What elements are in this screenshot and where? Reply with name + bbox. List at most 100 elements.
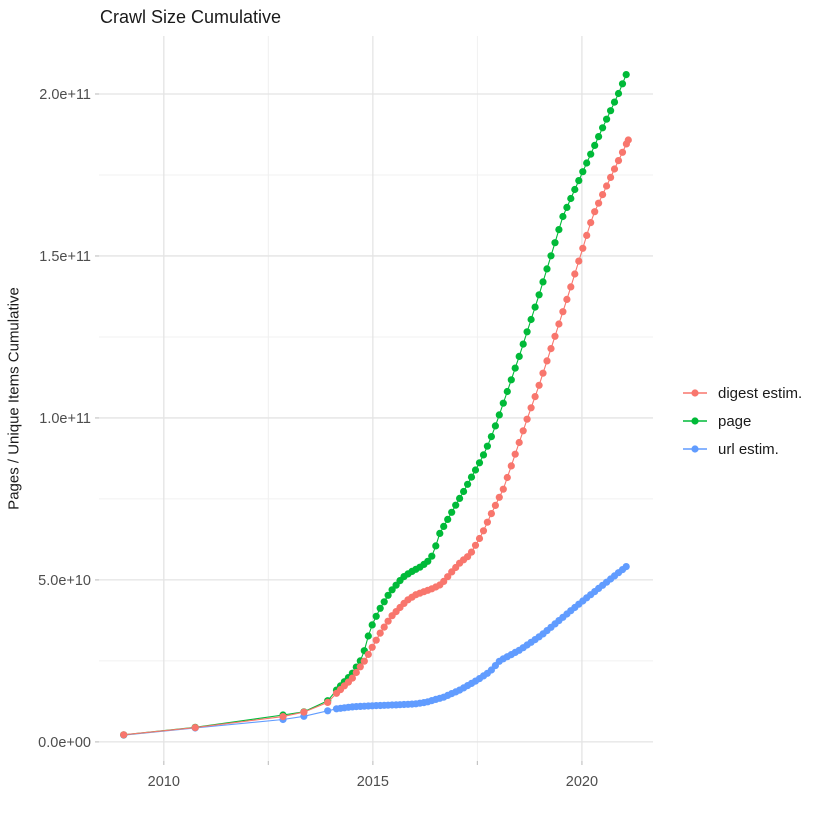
data-point	[624, 136, 632, 144]
legend-label: url estim.	[718, 440, 779, 458]
x-tick-label: 2015	[357, 774, 389, 790]
data-point	[551, 332, 559, 340]
data-point	[479, 527, 488, 535]
data-point	[618, 80, 627, 88]
data-point	[368, 643, 376, 651]
gridlines-major	[99, 36, 653, 761]
data-point	[491, 422, 499, 430]
data-point	[499, 399, 507, 407]
data-point	[444, 515, 452, 524]
data-point	[571, 270, 579, 278]
data-point	[360, 657, 368, 665]
data-point	[539, 278, 547, 286]
data-point	[471, 541, 480, 549]
data-point	[587, 219, 595, 227]
data-point	[618, 148, 627, 156]
legend-item: page	[682, 407, 802, 435]
data-point	[567, 194, 575, 203]
data-point	[551, 239, 559, 247]
data-point	[610, 98, 619, 106]
data-point	[384, 617, 392, 625]
y-tick-label: 2.0e+11	[39, 87, 91, 103]
data-point	[515, 438, 523, 447]
data-point	[436, 529, 444, 538]
data-point	[300, 708, 308, 716]
data-point	[622, 71, 630, 79]
data-point	[475, 459, 484, 467]
y-tick-label: 1.5e+11	[39, 249, 91, 265]
data-point	[456, 494, 464, 502]
data-point	[348, 674, 356, 682]
data-point	[507, 376, 515, 384]
gridlines-minor	[99, 36, 653, 761]
data-point	[440, 577, 448, 586]
data-point	[614, 157, 623, 165]
data-point	[603, 115, 611, 123]
data-point	[372, 636, 380, 644]
data-point	[352, 668, 360, 677]
y-tick-labels: 0.0e+00 5.0e+10 1.0e+11 1.5e+11 2.0e+11	[38, 87, 91, 751]
data-point	[279, 713, 287, 721]
x-tick-label: 2020	[566, 774, 598, 790]
data-point	[607, 107, 615, 115]
legend-key-icon	[683, 417, 707, 425]
data-point	[579, 244, 587, 252]
data-point	[523, 415, 531, 423]
data-point	[503, 387, 511, 396]
data-point	[555, 320, 563, 328]
data-point	[559, 308, 567, 316]
data-point	[523, 328, 531, 336]
data-point	[444, 573, 452, 581]
data-point	[527, 404, 535, 412]
data-point	[519, 340, 527, 348]
data-point	[622, 563, 630, 571]
data-point	[547, 345, 555, 353]
data-point	[448, 508, 456, 516]
data-point	[372, 612, 380, 620]
y-tick-label: 0.0e+00	[38, 735, 91, 751]
data-point	[591, 141, 599, 149]
series-digest-estim	[120, 136, 632, 739]
x-tick-label: 2010	[148, 774, 180, 790]
data-point	[356, 663, 364, 671]
data-point	[380, 598, 388, 606]
data-point	[575, 177, 583, 185]
data-point	[376, 629, 384, 637]
data-point	[191, 724, 199, 732]
data-point	[495, 493, 503, 501]
series-url-estim	[120, 563, 630, 739]
data-point	[531, 303, 539, 311]
legend-label: digest estim.	[718, 384, 803, 402]
legend-label: page	[718, 412, 752, 430]
data-point	[467, 548, 476, 556]
data-point	[428, 552, 436, 560]
data-point	[535, 291, 543, 299]
data-point	[440, 522, 448, 531]
data-point	[495, 411, 503, 419]
data-point	[599, 124, 607, 132]
data-point	[571, 185, 579, 194]
data-point	[599, 191, 607, 199]
data-point	[591, 208, 599, 216]
x-tick-labels: 2010 2015 2020	[148, 774, 598, 790]
data-point	[543, 265, 551, 273]
page-title: Crawl Size Cumulative	[100, 7, 282, 27]
data-point	[595, 133, 603, 141]
data-point	[452, 501, 460, 509]
data-point	[384, 591, 392, 599]
data-point	[503, 473, 511, 482]
data-point	[364, 650, 372, 659]
data-point	[610, 165, 619, 173]
data-point	[595, 199, 603, 207]
data-point	[507, 462, 515, 470]
data-point	[563, 295, 571, 303]
data-point	[583, 231, 591, 239]
data-point	[424, 557, 432, 565]
legend-item: digest estim.	[682, 379, 802, 407]
data-point	[583, 159, 591, 167]
axis-ticks	[95, 93, 583, 765]
data-point	[380, 623, 388, 631]
data-point	[531, 393, 539, 401]
data-point	[511, 364, 519, 372]
